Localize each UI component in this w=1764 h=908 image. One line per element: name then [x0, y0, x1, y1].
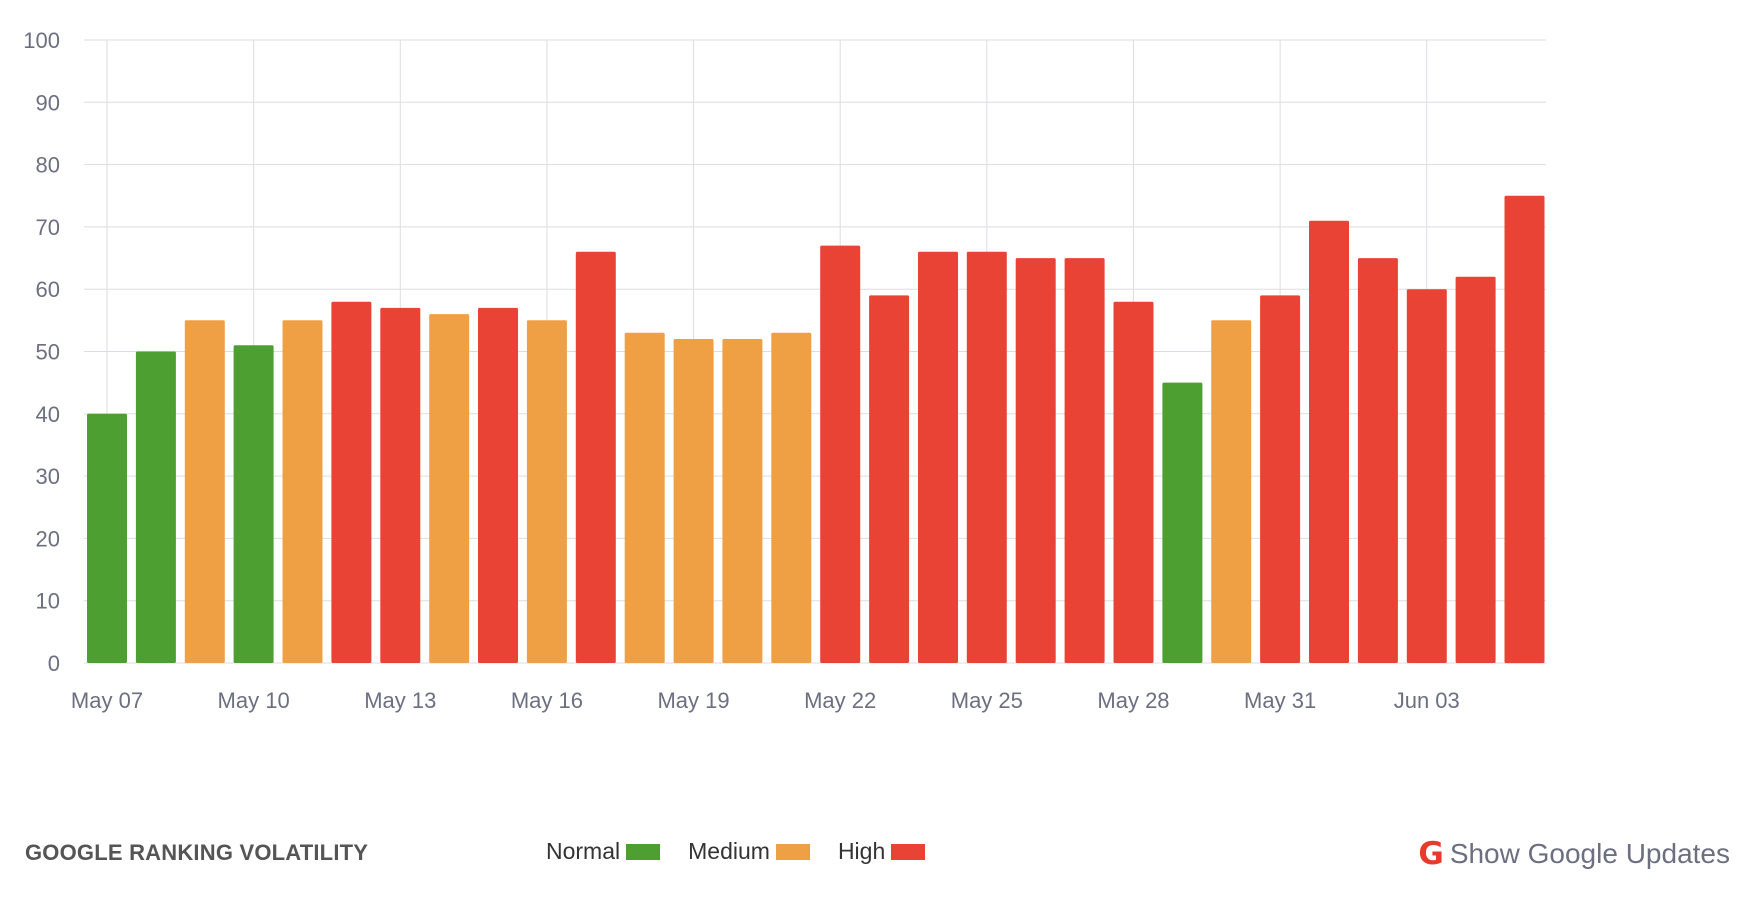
x-tick-label: May 16	[511, 688, 583, 713]
bar[interactable]	[184, 320, 225, 663]
x-tick-label: May 19	[657, 688, 729, 713]
bar[interactable]	[135, 351, 176, 664]
bar[interactable]	[1357, 258, 1398, 663]
bar[interactable]	[429, 314, 470, 663]
legend-label-normal: Normal	[546, 838, 621, 864]
bar[interactable]	[87, 413, 127, 663]
y-tick-label: 40	[36, 402, 60, 427]
bar[interactable]	[380, 307, 421, 663]
legend-swatch-medium	[775, 843, 810, 860]
x-tick-label: May 10	[218, 688, 290, 713]
x-tick-label: May 07	[71, 688, 143, 713]
y-tick-label: 60	[36, 277, 60, 302]
y-tick-label: 80	[36, 153, 60, 178]
legend-swatch-normal	[626, 843, 661, 860]
x-tick-label: May 13	[364, 688, 436, 713]
bar[interactable]	[869, 295, 910, 663]
legend-label-medium: Medium	[688, 838, 770, 864]
bar[interactable]	[1504, 195, 1545, 664]
bar[interactable]	[966, 251, 1007, 664]
y-tick-label: 20	[36, 526, 60, 551]
bar[interactable]	[624, 332, 665, 663]
bar[interactable]	[233, 345, 274, 663]
bar[interactable]	[722, 339, 763, 663]
volatility-chart: 0 10 20 30 40 50 60 70 80 90 100 May 07 May 10 May 13…	[23, 28, 1546, 713]
bar[interactable]	[673, 339, 714, 663]
chart-footer: GOOGLE RANKING VOLATILITY Normal Medium …	[0, 828, 1764, 888]
x-tick-label: May 25	[951, 688, 1023, 713]
bar[interactable]	[1113, 301, 1154, 663]
legend-item-high[interactable]: High	[837, 838, 926, 865]
bar[interactable]	[820, 245, 861, 663]
bar[interactable]	[478, 307, 518, 663]
bar[interactable]	[1455, 276, 1496, 663]
bar[interactable]	[918, 251, 958, 664]
bar[interactable]	[1406, 289, 1447, 663]
show-google-updates-button[interactable]: G Show Google Updates	[1418, 836, 1730, 872]
x-tick-label: May 31	[1244, 688, 1316, 713]
x-tick-label: May 28	[1097, 688, 1169, 713]
bar[interactable]	[771, 332, 812, 663]
legend: Normal Medium High	[546, 838, 953, 865]
x-tick-label: May 22	[804, 688, 876, 713]
show-google-updates-label: Show Google Updates	[1449, 838, 1730, 869]
legend-label-high: High	[837, 838, 886, 864]
bar[interactable]	[526, 320, 567, 663]
y-tick-label: 100	[23, 28, 60, 53]
bar[interactable]	[331, 301, 372, 663]
google-g-icon: G	[1418, 836, 1444, 872]
legend-swatch-high	[891, 843, 926, 860]
bar[interactable]	[1015, 258, 1056, 663]
y-tick-label: 0	[48, 651, 60, 676]
bar[interactable]	[1309, 220, 1349, 663]
legend-item-medium[interactable]: Medium	[688, 838, 810, 865]
bar[interactable]	[575, 251, 616, 664]
y-tick-label: 10	[36, 589, 60, 614]
chart-title: GOOGLE RANKING VOLATILITY	[25, 840, 369, 865]
bar[interactable]	[282, 320, 323, 663]
y-tick-label: 70	[36, 215, 60, 240]
bar[interactable]	[1260, 295, 1301, 663]
y-tick-label: 50	[36, 340, 60, 365]
y-tick-label: 90	[36, 90, 60, 115]
bar[interactable]	[1211, 320, 1252, 663]
x-tick-label: Jun 03	[1394, 688, 1460, 713]
bar[interactable]	[1162, 382, 1203, 663]
y-tick-label: 30	[36, 464, 60, 489]
bar[interactable]	[1064, 258, 1105, 663]
legend-item-normal[interactable]: Normal	[546, 838, 661, 865]
